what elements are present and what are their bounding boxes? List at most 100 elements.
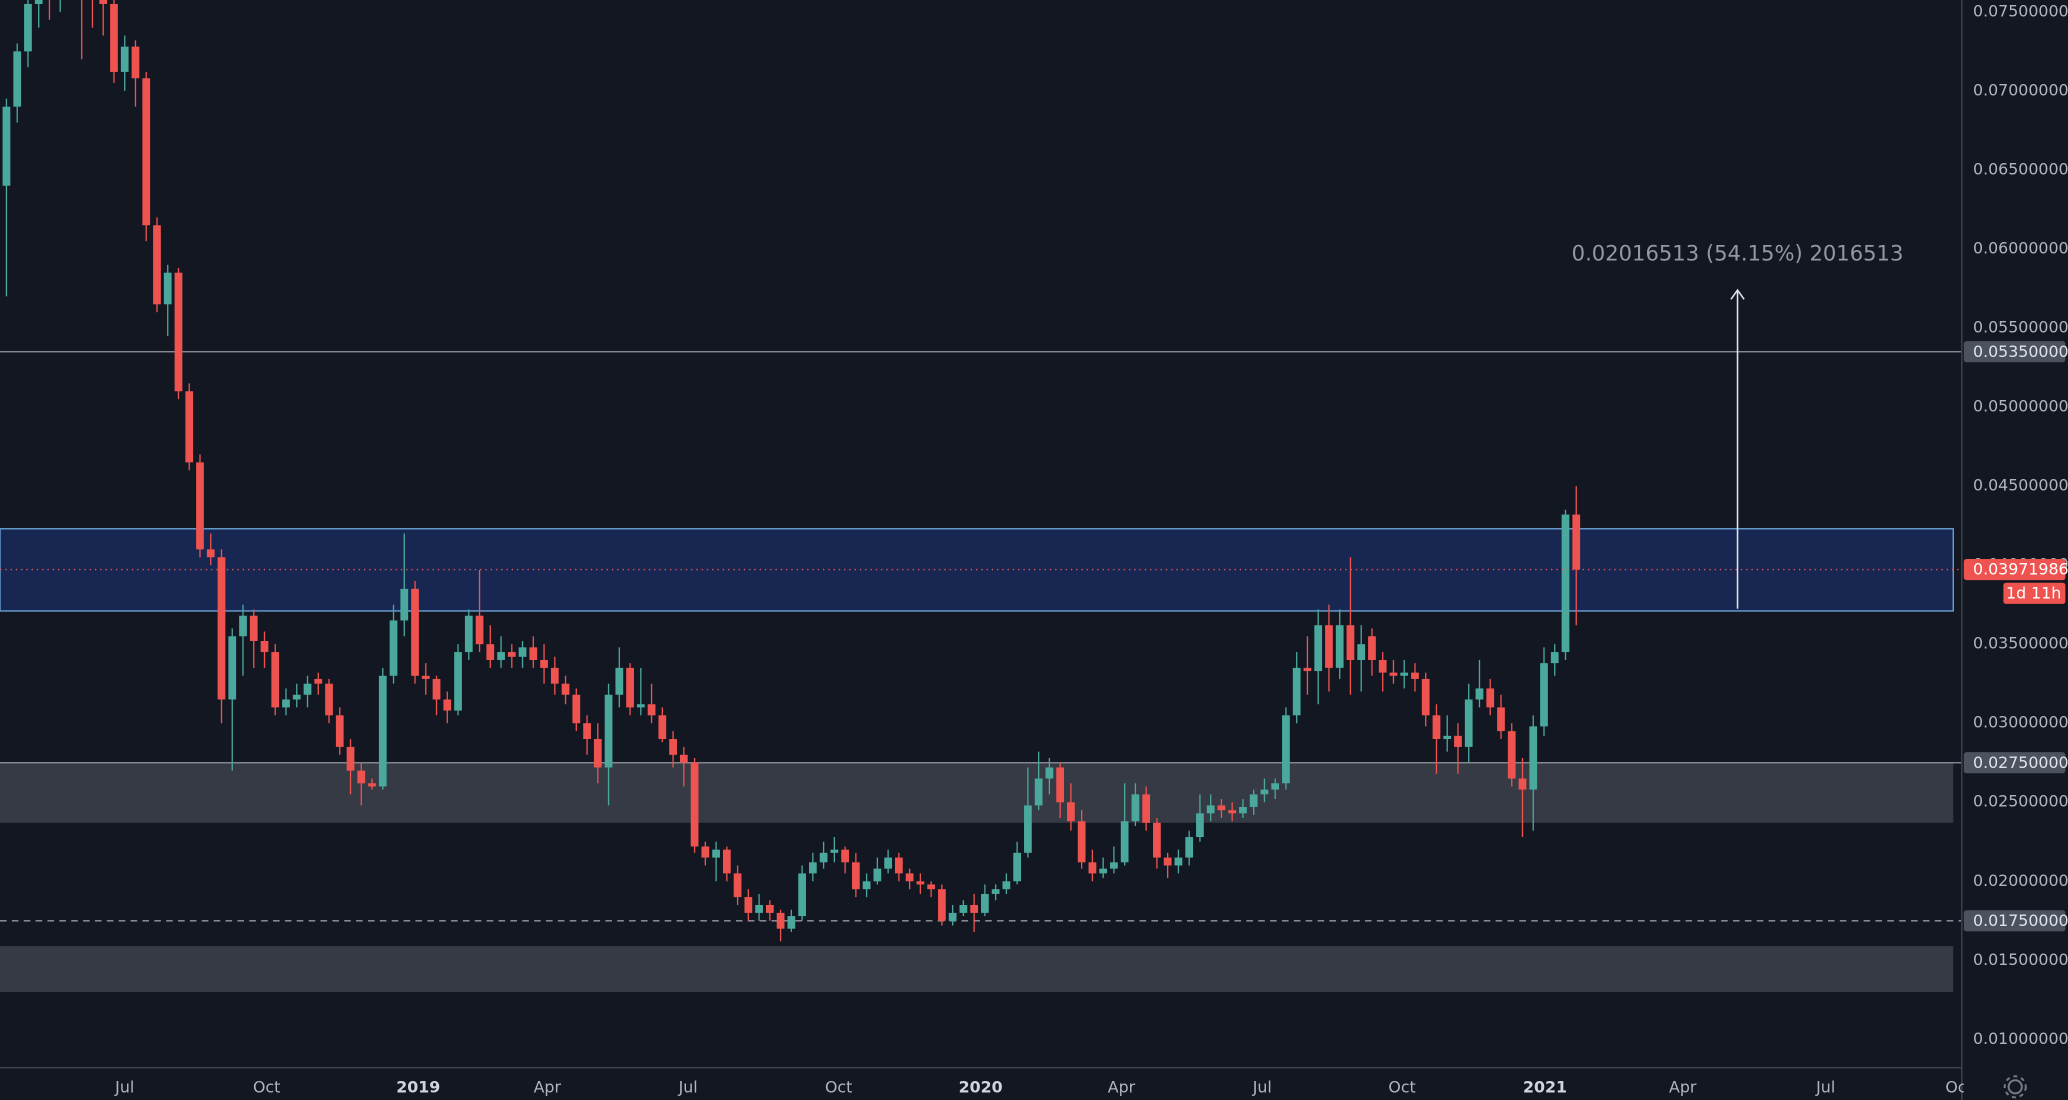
candle-body <box>991 889 1000 894</box>
candle-body <box>948 912 957 921</box>
candle-body <box>314 678 323 684</box>
x-tick-label: 2020 <box>959 1078 1003 1097</box>
candle-body <box>1077 821 1086 863</box>
candle-body <box>486 644 495 660</box>
candle-body <box>1432 715 1441 740</box>
candle-body <box>1228 810 1237 814</box>
candle-body <box>163 272 172 305</box>
candle-body <box>529 647 538 660</box>
x-tick-label: 2021 <box>1523 1078 1567 1097</box>
candle-body <box>1206 805 1215 814</box>
candle-body <box>862 881 871 890</box>
candle-body <box>1357 644 1366 660</box>
candle-body <box>1454 735 1462 747</box>
candle-body <box>260 641 269 653</box>
candle-body <box>787 916 796 929</box>
level-tag-label: 0.05350000 <box>1973 342 2068 361</box>
candle-body <box>1142 794 1151 823</box>
candle-body <box>1239 806 1247 814</box>
candle-body <box>2 106 11 186</box>
candle-body <box>1249 794 1258 807</box>
measure-label: 0.02016513 (54.15%) 2016513 <box>1572 240 1904 265</box>
candle-body <box>765 904 774 913</box>
candle-body <box>1368 636 1376 660</box>
candle-body <box>120 46 129 72</box>
candle-body <box>798 873 806 917</box>
candle-body <box>626 667 634 708</box>
candle-body <box>1002 881 1011 890</box>
candle-body <box>1120 821 1129 863</box>
candle-body <box>1540 663 1548 727</box>
candle-body <box>1067 802 1075 822</box>
candle-body <box>841 849 849 863</box>
candle-body <box>411 588 419 676</box>
candle-body <box>1303 667 1312 672</box>
x-tick-label: Oct <box>1388 1078 1415 1097</box>
candle-body <box>1335 625 1344 668</box>
candle-body <box>1217 805 1226 811</box>
candle-body <box>1110 862 1118 869</box>
candle-body <box>604 694 613 768</box>
x-tick-label: Jul <box>114 1078 134 1097</box>
level-tag <box>1963 752 2066 774</box>
candle-body <box>1196 813 1204 838</box>
candle-body <box>1185 837 1194 858</box>
candle-body <box>1034 778 1043 806</box>
candle-body <box>938 889 946 921</box>
y-tick-label: 0.07000000 <box>1973 80 2068 99</box>
candle-body <box>497 652 505 660</box>
level-tag <box>1963 341 2066 363</box>
level-tag <box>1963 910 2066 932</box>
candle-body <box>722 849 731 874</box>
candle-body <box>615 667 624 695</box>
candle-body <box>776 912 785 929</box>
candle-body <box>959 904 968 913</box>
y-tick-label: 0.01500000 <box>1973 950 2068 969</box>
gear-teeth[interactable] <box>2003 1075 2027 1099</box>
candle-body <box>1507 731 1516 779</box>
candle-body <box>1529 726 1538 790</box>
candle-body <box>1045 767 1054 779</box>
last-price-label: 0.03971986 <box>1973 560 2068 579</box>
gear[interactable] <box>2007 1079 2023 1095</box>
x-tick-label: 2019 <box>396 1078 440 1097</box>
candle-body <box>1163 857 1172 866</box>
candle-body <box>131 46 140 79</box>
candle-body <box>454 652 462 711</box>
candle-body <box>1325 625 1333 668</box>
candle-body <box>368 783 376 787</box>
y-tick-label: 0.02500000 <box>1973 792 2068 811</box>
settings-icon[interactable] <box>2003 1075 2027 1099</box>
y-tick-label: 0.07500000 <box>1973 1 2068 20</box>
candle-body <box>346 746 355 771</box>
candle-body <box>400 588 409 621</box>
candle-body <box>1024 805 1032 853</box>
candle-body <box>421 675 430 679</box>
candle-body <box>507 652 516 657</box>
candle-body <box>733 873 742 898</box>
y-tick-label: 0.06500000 <box>1973 159 2068 178</box>
zone <box>0 946 1954 992</box>
candle-body <box>572 694 581 724</box>
y-tick-label: 0.05000000 <box>1973 397 2068 416</box>
candle-body <box>1174 857 1183 866</box>
candle-body <box>669 739 677 755</box>
candle-body <box>1013 852 1022 882</box>
candle-body <box>808 862 817 874</box>
zone <box>0 762 1954 823</box>
candle-body <box>196 462 204 550</box>
candle-body <box>271 652 280 708</box>
candle-body <box>1486 688 1495 708</box>
candle-body <box>540 659 548 668</box>
candle-body <box>583 723 591 740</box>
x-tick-label: Oct <box>825 1078 852 1097</box>
y-tick-label: 0.02000000 <box>1973 871 2068 890</box>
candle-body <box>1550 652 1559 664</box>
level-tag-label: 0.01750000 <box>1973 911 2068 930</box>
candle-body <box>679 754 688 763</box>
x-tick-label: Apr <box>534 1078 562 1097</box>
candle-body <box>819 852 828 863</box>
candle-body <box>34 0 43 4</box>
